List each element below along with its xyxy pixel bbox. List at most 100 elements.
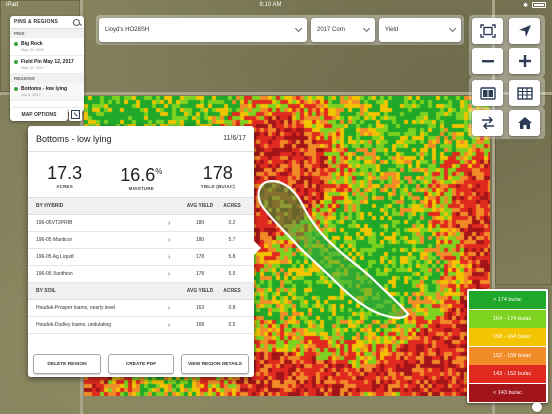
- chevron-right-icon: ›: [168, 270, 171, 278]
- hybrid-section-title: BY HYBRID: [36, 203, 64, 209]
- fit-extent-button[interactable]: [472, 18, 503, 44]
- zoom-out-button[interactable]: [472, 48, 503, 74]
- navigate-button[interactable]: [509, 18, 540, 44]
- table-button[interactable]: [509, 80, 540, 106]
- region-outline[interactable]: [84, 96, 490, 396]
- stat-acres-value: 17.3: [47, 163, 83, 183]
- hybrid-yield: 178: [195, 271, 205, 277]
- layer-select[interactable]: Yield: [379, 18, 461, 42]
- stat-moisture-unit: %: [155, 166, 163, 176]
- hybrid-name: 196-05 Xanthion: [36, 271, 73, 277]
- table-row[interactable]: 196-05VT2PRIB › 180 0.2: [28, 215, 254, 232]
- chevron-right-icon: ›: [168, 304, 171, 312]
- legend-swatch: [469, 328, 489, 346]
- pin-date: May 15, 2016: [21, 48, 45, 52]
- pin-marker-icon: [14, 42, 18, 46]
- region-item[interactable]: Bottoms - low lying Jun 6, 2017: [10, 83, 84, 101]
- stat-acres: 17.3 ACRES: [47, 164, 82, 189]
- chevron-down-icon: [362, 24, 371, 33]
- compass-icon[interactable]: [532, 402, 542, 412]
- region-details-card: Bottoms - low lying 11/6/17 17.3 ACRES 1…: [28, 126, 254, 377]
- pin-item[interactable]: Big Rock May 15, 2016: [10, 38, 84, 56]
- map-options-button[interactable]: MAP OPTIONS: [10, 108, 68, 121]
- legend-item: 164 - 174 bu/ac: [469, 309, 546, 328]
- stat-acres-label: ACRES: [56, 184, 73, 189]
- zoom-in-button[interactable]: [509, 48, 540, 74]
- field-select[interactable]: Lloyd's HO28SH: [99, 18, 307, 42]
- legend-swatch: [469, 346, 489, 365]
- split-view-button[interactable]: [472, 80, 503, 106]
- collapse-panel-button[interactable]: [69, 108, 82, 121]
- road: [0, 92, 552, 95]
- hybrid-yield: 180: [195, 237, 205, 243]
- table-row[interactable]: Houdek-Prosper loams, nearly level › 163…: [28, 300, 254, 317]
- table-icon: [516, 86, 533, 100]
- stat-moisture-label: MOISTURE: [128, 185, 155, 191]
- card-header: Bottoms - low lying 11/6/17: [28, 126, 254, 152]
- pin-marker-icon: [14, 60, 18, 64]
- yield-legend: > 174 bu/ac 164 - 174 bu/ac 158 - 164 bu/a…: [467, 289, 548, 403]
- season-select-value: 2017 Corn: [317, 27, 346, 33]
- table-row[interactable]: Houdek-Dudley loams, undulating › 168 0.…: [28, 317, 254, 334]
- soil-table-header: BY SOIL AVG YIELD ACRES: [28, 283, 254, 300]
- carrier-label: iPad: [6, 2, 19, 8]
- legend-label: 158 - 164 bu/ac: [489, 328, 546, 346]
- hybrid-acres: 5.5: [228, 271, 236, 277]
- hybrid-yield: 178: [195, 254, 205, 260]
- chevron-right-icon: ›: [168, 321, 171, 329]
- col-avg-yield: AVG YIELD: [186, 203, 214, 209]
- collapse-icon: [71, 110, 80, 119]
- table-row[interactable]: 196-05 Xanthion › 178 5.5: [28, 266, 254, 283]
- swap-layers-button[interactable]: [472, 110, 503, 136]
- region-title: Bottoms - low lying: [36, 133, 112, 144]
- delete-region-button[interactable]: DELETE REGION: [33, 354, 101, 374]
- hybrid-yield: 180: [195, 220, 205, 226]
- soil-section-title: BY SOIL: [36, 288, 56, 294]
- legend-swatch: [469, 383, 489, 402]
- season-select[interactable]: 2017 Corn: [311, 18, 375, 42]
- region-stats: 17.3 ACRES 16.6% MOISTURE 178 YIELD (BU/…: [28, 152, 254, 198]
- fit-extent-icon: [479, 24, 496, 38]
- table-row[interactable]: 196-05 Ag Liquid › 178 5.8: [28, 249, 254, 266]
- zoom-in-icon: [518, 55, 531, 67]
- region-date: 11/6/17: [223, 135, 246, 142]
- legend-label: 152 - 158 bu/ac: [489, 346, 546, 365]
- chevron-right-icon: ›: [168, 236, 171, 244]
- split-view-icon: [479, 86, 496, 100]
- soil-yield: 168: [195, 322, 205, 328]
- hybrid-acres: 5.7: [228, 237, 236, 243]
- table-row[interactable]: 196-05 Manticor › 180 5.7: [28, 232, 254, 249]
- hybrid-name: 196-05 Ag Liquid: [36, 254, 74, 260]
- view-region-details-button[interactable]: VIEW REGION DETAILS: [181, 354, 249, 374]
- layer-select-value: Yield: [385, 27, 399, 33]
- bluetooth-icon: ✱: [522, 2, 528, 9]
- stat-moisture-value: 16.6: [120, 164, 156, 185]
- pins-panel-header: PINS & REGIONS: [10, 16, 84, 29]
- soil-name: Houdek-Prosper loams, nearly level: [36, 305, 116, 311]
- col-acres: ACRES: [223, 203, 241, 209]
- region-polygon[interactable]: [257, 180, 410, 319]
- chevron-down-icon: [294, 24, 303, 33]
- create-pdf-button[interactable]: CREATE PDF: [108, 354, 174, 374]
- soil-yield: 163: [195, 305, 205, 311]
- chevron-down-icon: [448, 24, 457, 33]
- pins-panel-title: PINS & REGIONS: [14, 19, 58, 25]
- card-actions: DELETE REGION CREATE PDF VIEW REGION DET…: [28, 351, 254, 377]
- search-icon[interactable]: [73, 18, 80, 26]
- pin-item[interactable]: Field Pin May 12, 2017 May 12, 2017: [10, 56, 84, 74]
- legend-swatch: [469, 365, 489, 383]
- zoom-out-icon: [481, 60, 494, 63]
- stat-yield-label: YIELD (BU/AC): [200, 184, 235, 189]
- legend-item: < 143 bu/ac: [469, 383, 546, 402]
- legend-item: 158 - 164 bu/ac: [469, 328, 546, 346]
- pins-regions-panel: PINS & REGIONS PINS Big Rock May 15, 201…: [10, 16, 84, 112]
- hybrid-acres: 0.2: [228, 220, 236, 226]
- hybrid-acres: 5.8: [228, 254, 236, 260]
- pins-section-header: PINS: [10, 29, 84, 38]
- stat-yield-value: 178: [202, 163, 233, 183]
- pin-date: May 12, 2017: [21, 66, 45, 70]
- hybrid-table-header: BY HYBRID AVG YIELD ACRES: [28, 198, 254, 215]
- regions-section-header: REGIONS: [10, 74, 84, 83]
- home-button[interactable]: [509, 110, 540, 136]
- chevron-right-icon: ›: [168, 219, 171, 227]
